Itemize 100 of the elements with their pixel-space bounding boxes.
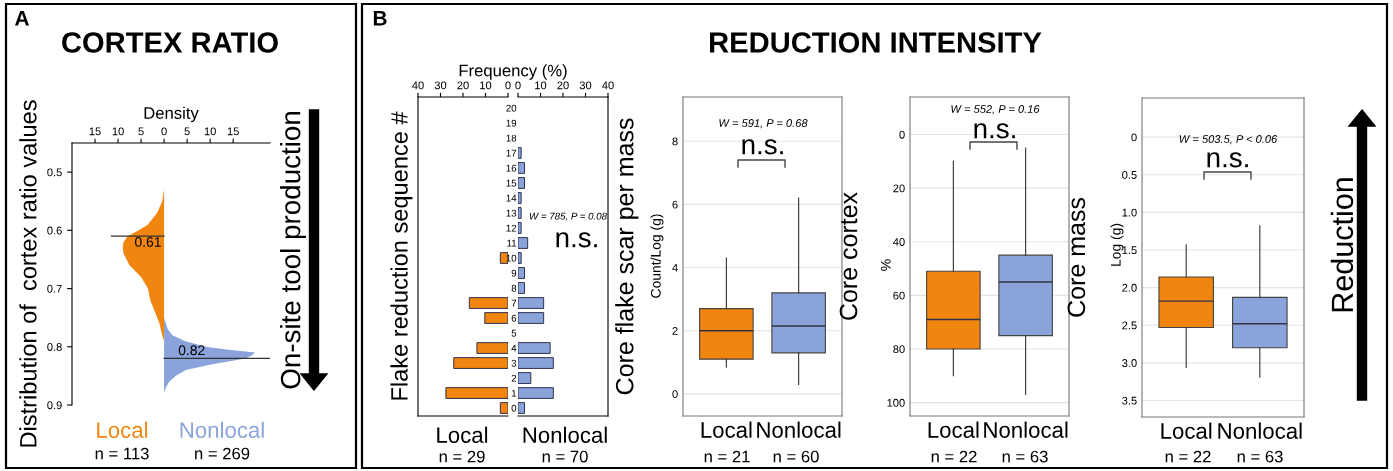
text: Log (g) (1110, 223, 1124, 266)
y-tick-label: 0.5 (47, 168, 62, 177)
y-tick-label: 4 (511, 344, 517, 352)
y-tick-label: 16 (506, 164, 517, 172)
y-tick-label: 6 (672, 200, 678, 209)
text: B (373, 11, 387, 26)
y-tick-label: 0.8 (47, 343, 62, 351)
y-tick-label: 2.5 (1122, 321, 1137, 330)
y-tick-label: 8 (672, 137, 678, 146)
x-tick-label: 30 (434, 81, 447, 90)
x-tick-label: Nonlocal (757, 421, 841, 438)
y-tick-label: 0 (1131, 133, 1137, 142)
bar (518, 387, 554, 399)
y-tick-label: 40 (893, 238, 905, 246)
x-tick-label: 10 (204, 127, 216, 136)
bar (518, 402, 526, 414)
bar (518, 147, 522, 159)
text: On-site tool production (280, 112, 306, 389)
x-tick-label: 10 (535, 81, 547, 90)
text: REDUCTION INTENSITY (710, 32, 1042, 53)
bar (484, 312, 508, 324)
y-tick-label: 15 (506, 179, 517, 187)
text: Reduction (1330, 178, 1354, 312)
x-tick-label: 40 (412, 81, 424, 90)
annotation: n.s. (974, 123, 1015, 139)
y-tick-label: 0.6 (47, 226, 62, 235)
y-tick-label: 7 (511, 299, 517, 307)
x-tick-label: 10 (480, 81, 492, 90)
y-tick-label: 9 (511, 269, 517, 277)
bar (518, 372, 532, 384)
text: n = 269 (195, 447, 250, 460)
x-tick-label: Nonlocal (984, 421, 1068, 438)
bar (468, 297, 508, 309)
x-tick-label: 20 (457, 81, 469, 90)
bar (518, 342, 551, 354)
text: n = 63 (1237, 450, 1283, 463)
y-tick-label: 1.5 (1122, 246, 1137, 255)
x-tick-label: 15 (89, 127, 101, 136)
y-tick-label: 0.7 (47, 284, 62, 293)
bar (518, 267, 526, 279)
y-tick-label: 0.5 (1122, 171, 1137, 179)
y-tick-label: 0 (511, 404, 517, 412)
bar (518, 222, 522, 234)
bar (518, 312, 545, 324)
text: % (880, 259, 891, 271)
y-tick-label: 3 (511, 359, 517, 367)
ref-line-label: 0.82 (178, 345, 205, 356)
annotation: W = 503.5, P < 0.06 (1179, 135, 1278, 145)
ref-line-label: 0.61 (135, 237, 161, 247)
y-tick-label: 12 (506, 224, 517, 232)
text: n = 70 (542, 450, 588, 463)
x-tick-label: 40 (602, 81, 614, 90)
y-tick-label: 8 (511, 284, 517, 292)
x-tick-label: 10 (112, 127, 124, 136)
x-tick-label: Local (928, 421, 979, 438)
y-tick-label: 2 (672, 326, 678, 335)
text: A (14, 11, 29, 26)
y-tick-label: 0 (672, 390, 678, 399)
x-tick-label: Nonlocal (1218, 422, 1302, 439)
text: Count/Log (g) (650, 214, 664, 298)
y-tick-label: 60 (893, 291, 905, 300)
bar (499, 252, 508, 264)
annotation: n.s. (1207, 152, 1248, 168)
y-tick-label: 3.0 (1122, 359, 1137, 367)
y-axis-title: Core mass (1067, 197, 1086, 317)
annotation: W = 785, P = 0.08 (529, 212, 607, 221)
text: n = 22 (931, 450, 977, 463)
x-tick-label: Local (701, 421, 752, 438)
bar (476, 342, 508, 354)
bar (518, 192, 522, 204)
bar (518, 282, 526, 294)
y-tick-label: 1 (511, 389, 517, 397)
x-axis-title: Frequency (%) (459, 64, 567, 80)
y-tick-label: 18 (506, 134, 517, 142)
annotation: W = 552, P = 0.16 (951, 105, 1040, 115)
bar (518, 297, 545, 309)
x-tick-label: 15 (227, 127, 239, 136)
text: n = 63 (1002, 450, 1048, 463)
y-tick-label: 0.9 (47, 401, 62, 410)
bar (518, 207, 522, 219)
x-tick-label: 30 (579, 81, 592, 90)
y-tick-label: 14 (506, 194, 517, 202)
y-tick-label: 100 (887, 398, 905, 407)
bar (499, 402, 508, 414)
bar (518, 252, 522, 264)
x-tick-label: 20 (557, 81, 569, 90)
bar (518, 357, 554, 369)
y-tick-label: 80 (893, 345, 905, 354)
y-axis-title: Flake reduction sequence # (390, 111, 413, 400)
x-axis-title: Density (144, 106, 199, 123)
x-tick-label: 5 (138, 127, 144, 136)
y-axis-title: Core cortex (839, 192, 858, 320)
y-tick-label: 13 (506, 209, 517, 217)
y-tick-label: 17 (506, 149, 517, 157)
y-tick-label: 19 (506, 119, 517, 127)
text: n = 22 (1165, 450, 1211, 463)
bar (518, 162, 526, 174)
x-tick-label: 0 (161, 127, 167, 136)
bar (518, 237, 529, 249)
bar (518, 177, 526, 189)
